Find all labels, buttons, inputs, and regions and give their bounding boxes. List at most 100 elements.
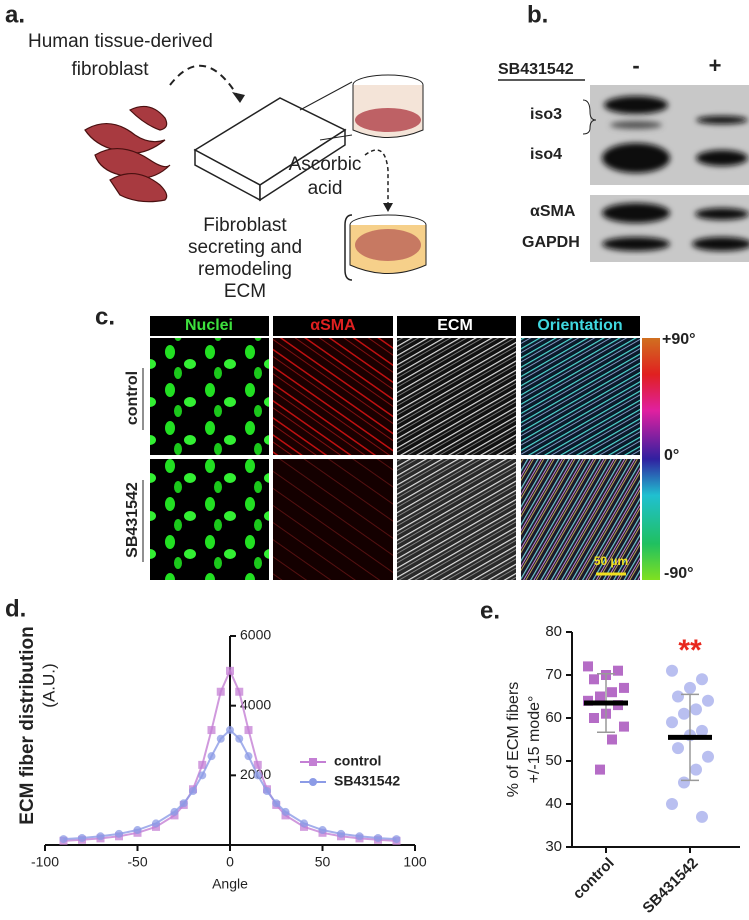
y-tick-label: 6000 [240,627,271,643]
lane-label: + [709,53,722,78]
marker [583,661,593,672]
marker [253,760,262,769]
marker [672,690,684,703]
dish-cells [355,108,421,132]
significance: ** [678,634,702,667]
marker [244,726,253,735]
micrograph [150,338,269,455]
marker [272,799,281,808]
marker [263,787,271,796]
marker [607,734,617,745]
marker [666,798,678,810]
panel-letter: a. [5,1,25,28]
marker [589,674,599,685]
marker [216,734,225,743]
x-tick-label: -50 [127,854,147,870]
gap [269,316,273,336]
channel-label: αSMA [310,317,356,334]
y-axis-unit: +/-15 mode° [526,696,543,784]
marker [59,835,68,844]
result-text: secreting and [188,237,302,258]
marker [696,810,708,823]
channel-label: Nuclei [185,317,233,334]
zoom-line [319,134,353,141]
marker [374,834,382,843]
band-label: αSMA [530,203,576,220]
x-tick-label: 100 [403,854,427,870]
scale-bar-label: 50 µm [594,554,628,568]
colorbar-label: 0° [664,447,679,464]
x-axis-label: Angle [212,876,248,892]
marker [207,726,216,735]
marker [613,665,623,676]
micrograph [521,338,640,455]
marker [235,734,244,743]
band-label: iso3 [530,106,562,123]
result-text: Fibroblast [203,215,287,236]
marker [666,716,678,729]
marker [115,829,123,838]
marker [595,691,605,702]
panel-c: c. Nuclei αSMA ECM Orientation 50 µm +90… [95,303,696,582]
marker [702,750,714,763]
y-axis-unit: (A.U.) [39,663,58,707]
marker [244,752,253,761]
bracket [582,99,597,135]
marker [133,826,142,835]
marker [226,666,234,675]
y-tick-label: 40 [545,795,562,812]
marker [607,687,617,698]
panel-letter: c. [95,303,115,330]
marker [253,771,262,780]
marker [589,713,599,723]
marker [392,835,401,844]
arrow-head [383,203,393,212]
y-tick-label: 60 [545,709,562,726]
marker [318,826,327,835]
source-text: fibroblast [71,59,149,80]
colorbar [642,338,660,580]
result-text: remodeling [198,259,292,280]
micrograph [150,459,269,580]
marker [678,776,690,789]
micrograph [273,338,393,455]
zoom-line [299,81,353,111]
y-tick-label: 80 [545,623,562,640]
gap [516,316,521,336]
marker [216,687,225,696]
marker [179,799,188,808]
channel-label: ECM [437,317,473,334]
channel-label: Orientation [537,317,622,334]
y-tick-label: 70 [545,666,562,683]
micrograph [397,459,516,580]
marker [696,673,708,686]
micrograph [521,459,640,580]
marker [690,763,702,776]
x-tick-label: SB431542 [639,855,701,917]
treatment-text: acid [308,178,343,199]
colorbar-label: -90° [664,565,694,582]
marker [300,819,308,828]
result-text: ECM [224,281,266,302]
arrow [169,64,241,101]
blot [590,195,749,262]
marker [189,787,197,796]
marker [198,760,207,769]
x-tick-label: 50 [315,854,331,870]
colorbar-label: +90° [662,331,696,348]
bands [602,96,748,173]
marker [281,807,290,816]
y-tick-label: 50 [545,752,562,769]
marker [226,726,234,735]
y-axis-label: % of ECM fibers [505,682,522,798]
micrograph [397,338,516,455]
marker [666,664,678,677]
bands [602,203,749,251]
marker [690,703,702,716]
gap [393,316,397,336]
marker [207,752,216,761]
legend-label: control [334,753,381,769]
marker [152,819,160,828]
arrow-head [232,92,245,103]
y-tick-label: 30 [545,838,562,855]
